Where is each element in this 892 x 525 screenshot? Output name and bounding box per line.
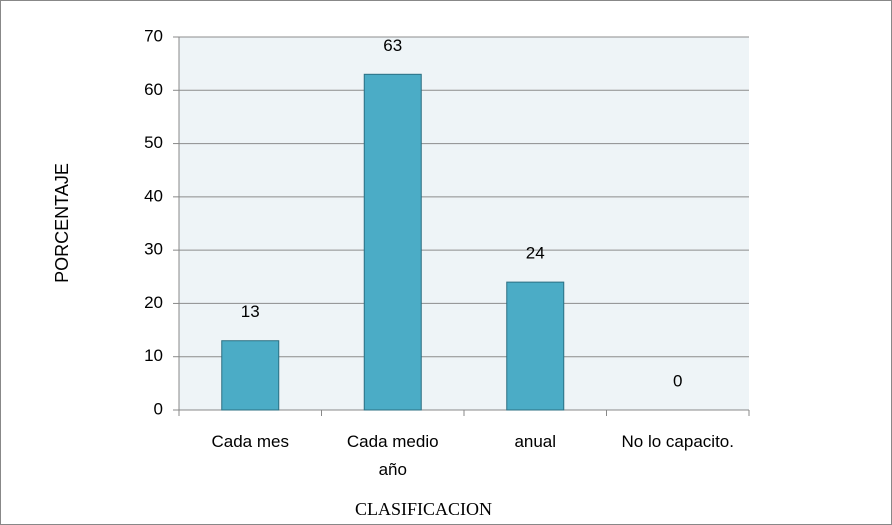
y-tick-label: 50 (144, 133, 163, 152)
y-tick-label: 40 (144, 186, 163, 205)
data-label: 63 (383, 36, 402, 55)
y-axis-label: PORCENTAJE (52, 163, 72, 283)
data-label: 13 (241, 302, 260, 321)
x-tick-label: Cada mes (211, 432, 289, 451)
bar (221, 340, 280, 411)
data-label: 0 (673, 371, 682, 390)
y-tick-label: 0 (154, 399, 163, 418)
bar (363, 73, 422, 411)
data-label: 24 (526, 244, 545, 263)
y-tick-label: 60 (144, 80, 163, 99)
y-tick-label: 20 (144, 293, 163, 312)
x-tick-label: No lo capacito. (621, 432, 734, 451)
x-axis-label: CLASIFICACION (354, 499, 492, 519)
x-tick-label: Cada medio año (346, 432, 439, 479)
y-tick-label: 30 (144, 240, 163, 259)
y-tick-label: 70 (144, 26, 163, 45)
y-tick-label: 10 (144, 346, 163, 365)
x-tick-label: anual (514, 432, 557, 451)
bar (506, 281, 565, 411)
